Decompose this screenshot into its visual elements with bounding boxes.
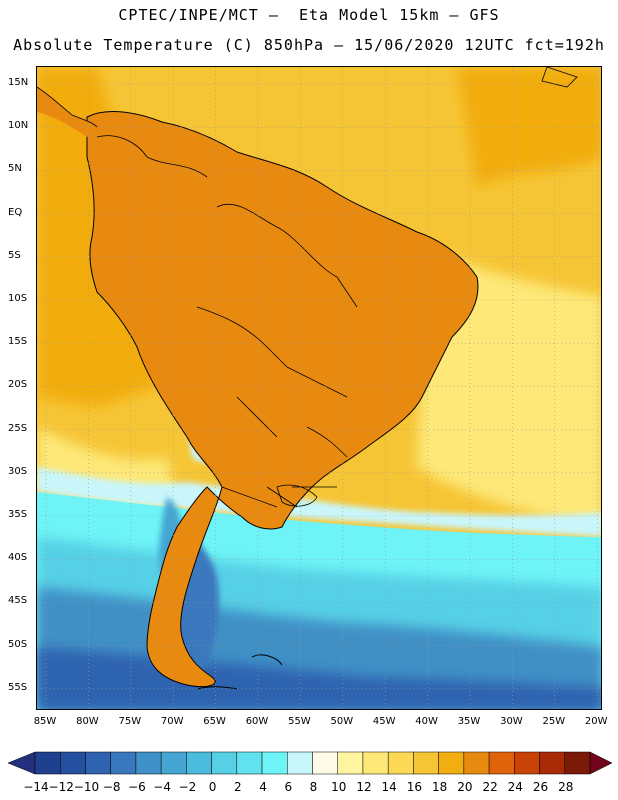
colorbar-tick-label: −2: [178, 780, 197, 794]
colorbar-tick-label: 14: [381, 780, 397, 794]
colorbar-segment: [261, 751, 288, 775]
colorbar-segment: [312, 751, 338, 775]
lon-label: 50W: [330, 716, 354, 727]
colorbar-segment: [438, 751, 465, 775]
temperature-map: [36, 66, 602, 710]
colorbar-tick-label: 0: [208, 780, 217, 794]
lat-label: 15S: [8, 336, 28, 348]
colorbar-segment: [387, 751, 414, 775]
map-canvas: [37, 67, 601, 709]
lon-label: 35W: [457, 716, 481, 727]
colorbar-tick-label: 10: [331, 780, 347, 794]
colorbar-segment: [539, 751, 566, 775]
lat-label: 10S: [8, 293, 28, 304]
colorbar-segment: [211, 751, 238, 775]
lon-label: 45W: [372, 716, 396, 727]
lat-label: 5S: [8, 249, 21, 261]
colorbar-segment: [59, 751, 86, 775]
colorbar-segment: [236, 751, 263, 775]
colorbar-low-arrow: [7, 751, 36, 775]
lat-label: 5N: [8, 163, 22, 175]
lon-label: 80W: [76, 716, 99, 727]
lat-label: 30S: [8, 465, 28, 477]
lat-label: 35S: [8, 509, 28, 520]
lon-label: 40W: [415, 716, 438, 727]
lon-label: 65W: [203, 716, 226, 727]
colorbar-tick-label: −10: [73, 780, 100, 794]
colorbar-tick-label: −12: [48, 780, 74, 794]
colorbar-tick-label: 24: [507, 780, 523, 794]
lat-label: EQ: [8, 206, 23, 218]
lat-label: 55S: [8, 681, 28, 693]
falkland-islands: [251, 654, 283, 666]
ocean-north-warm: [37, 67, 601, 187]
map-title: CPTEC/INPE/MCT – Eta Model 15km – GFS: [118, 6, 500, 24]
colorbar-high-arrow: [589, 751, 613, 775]
colorbar-tick-label: −4: [153, 780, 171, 794]
colorbar-segment: [488, 751, 515, 775]
map-subtitle: Absolute Temperature (C) 850hPa – 15/06/…: [13, 36, 605, 54]
colorbar-tick-label: 18: [431, 780, 448, 794]
colorbar-segment: [110, 751, 137, 775]
colorbar-segment: [413, 751, 439, 775]
colorbar-tick-label: 2: [233, 780, 242, 794]
colorbar-tick-label: 16: [406, 780, 423, 794]
temperature-colorbar: [7, 751, 613, 775]
lon-label: 25W: [542, 716, 566, 727]
lon-label: 30W: [500, 716, 523, 727]
country-borders: [96, 135, 358, 508]
colorbar-segment: [34, 751, 61, 775]
lon-label: 85W: [33, 716, 57, 727]
colorbar-segment: [564, 751, 591, 775]
lon-label: 70W: [160, 716, 184, 727]
lat-label: 20S: [8, 379, 28, 391]
colorbar-tick-label: 20: [457, 780, 473, 794]
colorbar-segment: [463, 751, 490, 775]
central-america-coast: [37, 86, 98, 128]
colorbar-segment: [85, 751, 111, 775]
cold-white-band: [37, 467, 601, 537]
colorbar-segment: [287, 751, 313, 775]
colorbar-segment: [337, 751, 364, 775]
colorbar-tick-label: 6: [284, 780, 293, 794]
south-america-landmass: [86, 111, 479, 690]
lat-lon-grid: [37, 67, 601, 709]
tierra-del-fuego: [196, 686, 238, 690]
colorbar-tick-label: −8: [102, 780, 121, 794]
colorbar-tick-label: −6: [128, 780, 146, 794]
colorbar-tick-label: 26: [532, 780, 549, 794]
colorbar-tick-label: 4: [259, 780, 267, 794]
lat-label: 40S: [8, 552, 28, 564]
colorbar-tick-label: 28: [558, 780, 574, 794]
colorbar-tick-label: 22: [482, 780, 498, 794]
caribbean-island: [541, 67, 578, 88]
central-america: [37, 67, 578, 137]
lon-label: 20W: [584, 716, 608, 727]
colorbar-segment: [514, 751, 540, 775]
lat-label: 50S: [8, 638, 28, 650]
central-america-land: [37, 87, 97, 137]
lat-label: 15N: [8, 77, 29, 88]
colorbar-segment: [362, 751, 389, 775]
colorbar-tick-label: 12: [356, 780, 372, 794]
lon-label: 60W: [245, 716, 269, 727]
rio-de-la-plata: [276, 484, 318, 507]
colorbar-tick-label: 8: [309, 780, 318, 794]
lat-label: 45S: [8, 595, 28, 607]
lat-label: 25S: [8, 422, 28, 434]
colorbar-segment: [160, 751, 187, 775]
lon-label: 75W: [118, 716, 142, 727]
lon-label: 55W: [288, 716, 311, 727]
colorbar-tick-label: −14: [23, 780, 49, 794]
lat-label: 10N: [8, 120, 29, 132]
colorbar-segment: [186, 751, 212, 775]
colorbar-segment: [135, 751, 162, 775]
